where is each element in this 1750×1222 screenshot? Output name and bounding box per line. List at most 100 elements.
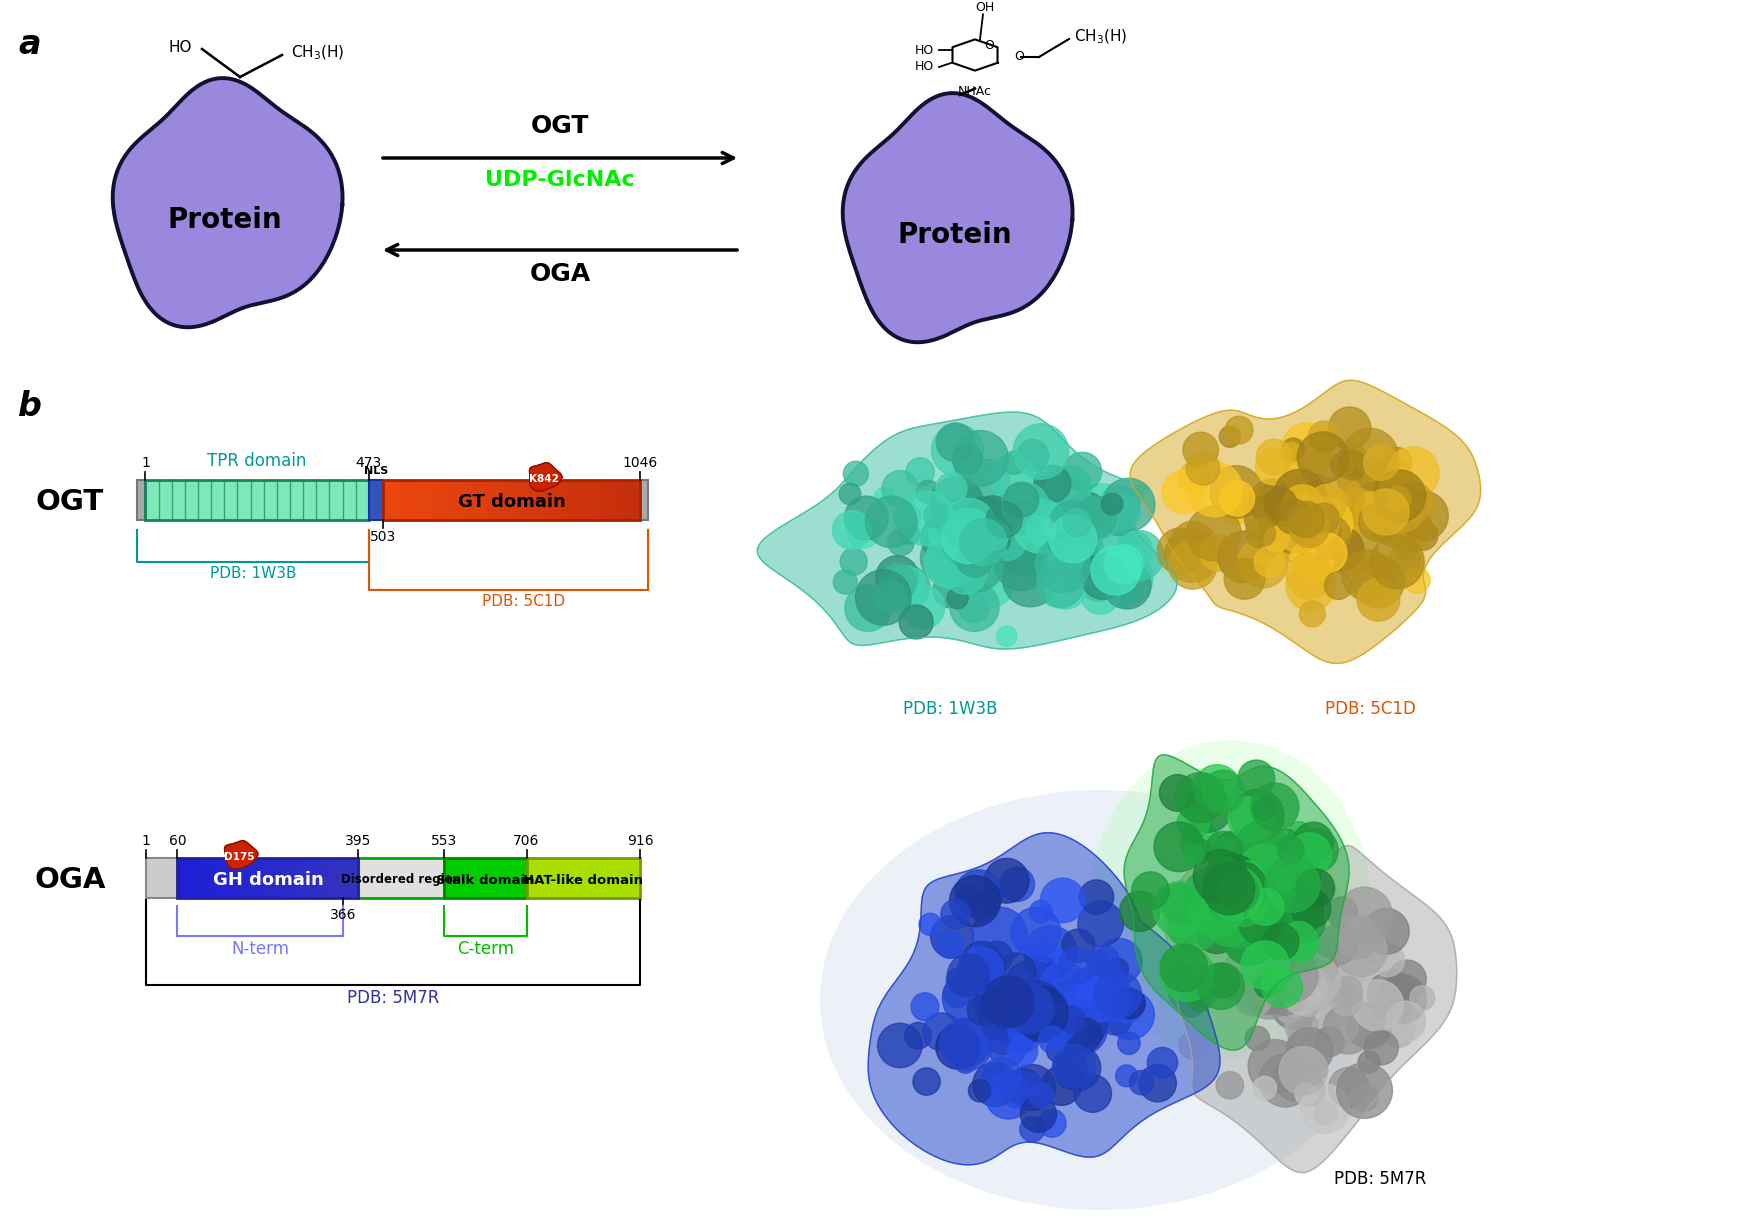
Text: OGA: OGA — [35, 866, 105, 895]
Bar — [410, 480, 416, 521]
Circle shape — [1020, 1096, 1057, 1133]
Bar — [473, 480, 481, 521]
Text: 1: 1 — [142, 456, 150, 470]
Circle shape — [1116, 1064, 1138, 1086]
Circle shape — [1068, 492, 1108, 533]
Circle shape — [1290, 543, 1316, 569]
Circle shape — [1069, 536, 1101, 568]
Bar — [640, 480, 648, 521]
Circle shape — [1286, 970, 1330, 1013]
Circle shape — [1281, 532, 1312, 563]
Circle shape — [1003, 451, 1026, 474]
Circle shape — [1211, 837, 1237, 864]
Circle shape — [1188, 881, 1244, 936]
Text: 1: 1 — [142, 833, 150, 848]
Circle shape — [1055, 1046, 1101, 1090]
Circle shape — [924, 503, 948, 528]
Circle shape — [845, 585, 891, 632]
Circle shape — [1253, 798, 1276, 821]
Circle shape — [1202, 863, 1258, 918]
Circle shape — [1004, 1068, 1043, 1106]
Circle shape — [990, 985, 1045, 1040]
Circle shape — [1242, 936, 1269, 962]
Circle shape — [1188, 840, 1213, 863]
Circle shape — [1279, 1046, 1328, 1095]
Circle shape — [922, 507, 978, 562]
Circle shape — [956, 870, 1003, 918]
Circle shape — [1106, 574, 1139, 607]
Circle shape — [1262, 959, 1300, 997]
Text: OGT: OGT — [530, 114, 590, 138]
Circle shape — [1258, 484, 1283, 508]
Circle shape — [1279, 970, 1318, 1008]
Circle shape — [1255, 975, 1278, 997]
Circle shape — [919, 913, 942, 935]
Circle shape — [996, 953, 1036, 992]
Circle shape — [924, 539, 973, 588]
Circle shape — [1068, 1018, 1102, 1052]
Circle shape — [1024, 941, 1066, 982]
Circle shape — [1353, 980, 1404, 1031]
Circle shape — [1290, 506, 1340, 558]
Circle shape — [1311, 505, 1340, 535]
Circle shape — [1220, 480, 1255, 516]
Circle shape — [1335, 489, 1379, 532]
Text: OH: OH — [975, 1, 994, 13]
Bar — [544, 480, 551, 521]
Text: 60: 60 — [168, 833, 186, 848]
Circle shape — [1087, 945, 1120, 976]
Circle shape — [1255, 448, 1292, 485]
Circle shape — [1391, 468, 1414, 490]
Circle shape — [1312, 521, 1344, 552]
Circle shape — [1342, 963, 1367, 987]
Circle shape — [928, 535, 961, 568]
Circle shape — [1220, 880, 1267, 926]
Circle shape — [1326, 897, 1358, 927]
Text: C-term: C-term — [457, 940, 514, 958]
Bar — [499, 480, 506, 521]
Bar — [527, 858, 640, 898]
Circle shape — [1241, 941, 1290, 989]
Bar — [182, 858, 187, 898]
Circle shape — [1211, 831, 1255, 875]
Bar — [228, 858, 233, 898]
Circle shape — [936, 473, 968, 505]
Circle shape — [1209, 466, 1264, 518]
Circle shape — [970, 895, 996, 921]
Circle shape — [1059, 1006, 1085, 1034]
Circle shape — [943, 499, 996, 551]
Circle shape — [936, 931, 962, 958]
Circle shape — [1312, 1003, 1358, 1047]
Circle shape — [1003, 551, 1059, 607]
Circle shape — [1307, 986, 1351, 1029]
Text: HO: HO — [168, 39, 192, 55]
Circle shape — [873, 580, 906, 612]
Bar — [383, 480, 390, 521]
Circle shape — [1206, 902, 1251, 946]
Circle shape — [943, 536, 968, 562]
Text: 1046: 1046 — [623, 456, 658, 470]
Circle shape — [1102, 478, 1155, 532]
Circle shape — [1295, 885, 1325, 915]
Circle shape — [1284, 1011, 1318, 1042]
Circle shape — [936, 423, 975, 462]
Circle shape — [1216, 1072, 1244, 1099]
Circle shape — [1011, 907, 1060, 957]
Text: 366: 366 — [329, 908, 355, 923]
Circle shape — [1270, 488, 1320, 536]
Circle shape — [1265, 960, 1297, 992]
Bar — [602, 480, 609, 521]
Circle shape — [1017, 985, 1064, 1033]
Circle shape — [943, 523, 996, 577]
Circle shape — [1194, 765, 1241, 813]
Circle shape — [956, 1052, 977, 1073]
Circle shape — [1223, 886, 1244, 907]
Bar — [453, 480, 460, 521]
Circle shape — [1314, 934, 1340, 960]
Circle shape — [1029, 565, 1050, 585]
Circle shape — [1293, 829, 1339, 873]
Circle shape — [1062, 929, 1096, 963]
Circle shape — [1164, 528, 1218, 582]
Circle shape — [1015, 985, 1066, 1035]
Bar — [396, 480, 402, 521]
